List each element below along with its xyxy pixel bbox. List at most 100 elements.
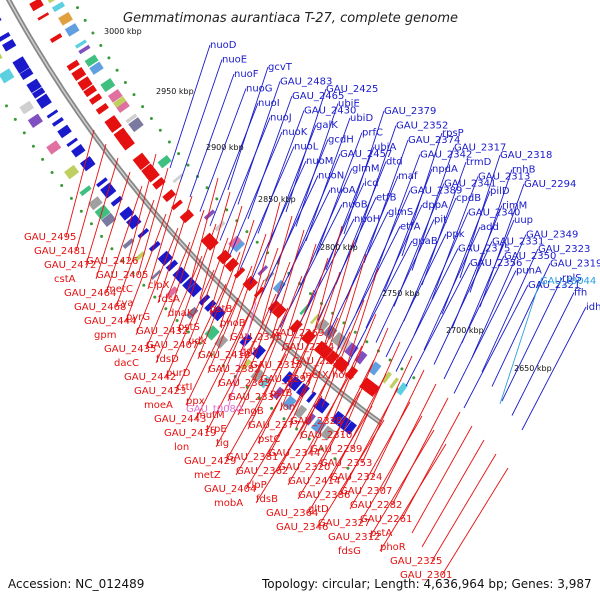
- minus-gene-label: GAU_2443: [154, 414, 206, 425]
- plus-gene-label: trmD: [466, 157, 492, 168]
- plus-cog-feature: [94, 204, 111, 220]
- minus-strand-gene: [365, 382, 380, 397]
- minus-gene-label: GAU_2423: [134, 386, 186, 397]
- plus-strand-gene: [96, 177, 108, 188]
- tick-dot: [99, 44, 103, 47]
- plus-trna-label: GAU_t0044: [540, 276, 596, 287]
- tick-dot: [79, 209, 83, 213]
- plus-gene-label: GAU_2349: [526, 230, 578, 241]
- minus-gene-label: GAU_2307: [340, 486, 392, 497]
- map-title: Gemmatimonas aurantiaca T-27, complete g…: [123, 11, 458, 26]
- label-leader-line: [411, 147, 455, 271]
- minus-strand-gene: [108, 121, 122, 133]
- minus-gene-label: gltD: [308, 504, 329, 515]
- label-leader-line: [323, 239, 355, 348]
- plus-gene-label: ffh: [574, 288, 587, 299]
- tick-dot: [131, 271, 135, 275]
- label-leader-line: [145, 241, 191, 350]
- label-leader-line: [363, 139, 409, 264]
- label-leader-line: [237, 81, 281, 205]
- minus-gene-label: GAU_2297: [260, 374, 312, 385]
- tick-dot: [342, 321, 346, 325]
- tick-dot: [388, 358, 392, 362]
- label-leader-line: [259, 175, 319, 299]
- label-leader-line: [359, 415, 423, 524]
- minus-strand-gene: [179, 209, 195, 224]
- label-leader-line: [165, 269, 215, 378]
- label-leader-line: [341, 327, 389, 436]
- plus-gene-label: ubiA: [374, 142, 396, 153]
- minus-gene-label: GAU_2320: [278, 462, 330, 473]
- minus-cog-feature: [107, 88, 123, 103]
- minus-strand-gene: [49, 33, 63, 43]
- minus-strand-gene: [71, 67, 87, 81]
- kbp-mark-label: 2700 kbp: [446, 326, 484, 335]
- plus-gene-label: nuoG: [246, 84, 273, 95]
- plus-strand-gene: [306, 391, 317, 403]
- minus-gene-label: GAU_2353: [320, 458, 372, 469]
- label-leader-line: [433, 241, 493, 365]
- label-leader-line: [75, 143, 107, 252]
- minus-gene-label: fdsB: [256, 494, 278, 505]
- genome-summary-text: Topology: circular; Length: 4,636,964 bp…: [261, 577, 592, 591]
- minus-gene-label: fdsD: [156, 354, 179, 365]
- plus-strand-gene: [66, 137, 78, 148]
- minus-cog-feature: [368, 361, 382, 376]
- minus-gene-label: metC: [106, 284, 133, 295]
- plus-cog-feature: [310, 418, 327, 435]
- kbp-mark-label: 2750 kbp: [382, 289, 420, 298]
- label-leader-line: [395, 248, 459, 372]
- tick-dot: [107, 56, 111, 60]
- minus-cog-feature: [331, 331, 347, 348]
- label-leader-line: [217, 279, 265, 388]
- plus-gene-label: pilD: [490, 186, 510, 197]
- plus-strand-gene: [14, 60, 30, 74]
- plus-gene-label: ubiE: [338, 99, 360, 110]
- plus-gene-label: GAU_2375: [458, 244, 510, 255]
- minus-strand-gene: [245, 278, 258, 292]
- minus-gene-label: mobA: [214, 498, 243, 509]
- minus-gene-label: GAU_2345: [230, 332, 282, 343]
- minus-cog-feature: [89, 61, 104, 75]
- label-leader-line: [147, 181, 181, 290]
- minus-gene-label: ggt: [240, 346, 257, 357]
- plus-gene-label: nuoF: [234, 69, 259, 80]
- plus-strand-gene: [26, 78, 42, 94]
- plus-strand-gene: [148, 240, 161, 253]
- plus-gene-label: add: [480, 222, 499, 233]
- label-leader-line: [313, 225, 343, 334]
- minus-gene-label: pstC: [258, 434, 280, 445]
- minus-strand-gene: [171, 199, 183, 211]
- label-leader-line: [155, 255, 203, 364]
- minus-gene-label: GAU_2301: [400, 570, 452, 581]
- minus-gene-label: mutM: [196, 410, 225, 421]
- plus-gene-label: GAU_2341: [444, 179, 496, 190]
- plus-cog-feature: [272, 386, 285, 400]
- label-leader-line: [167, 209, 205, 318]
- tick-dot: [225, 208, 229, 212]
- plus-cog-feature: [88, 196, 103, 211]
- minus-gene-label: GAU_2282: [350, 500, 402, 511]
- minus-cog-feature: [272, 279, 286, 294]
- plus-gene-label: nuoB: [342, 200, 368, 211]
- label-leader-line: [279, 204, 343, 328]
- plus-strand-gene: [0, 32, 11, 42]
- plus-strand-gene: [186, 282, 203, 298]
- minus-gene-label: clpX: [148, 280, 170, 291]
- label-leader-line: [197, 251, 241, 360]
- minus-gene-label: GAU_2435: [104, 344, 156, 355]
- label-leader-line: [301, 271, 341, 380]
- tick-dot: [270, 406, 274, 410]
- minus-gene-label: GAU_2316: [250, 360, 302, 371]
- minus-gene-label: crtI: [176, 382, 192, 393]
- label-leader-line: [379, 443, 447, 552]
- plus-cog-feature: [64, 164, 80, 180]
- plus-strand-gene: [0, 17, 2, 21]
- label-leader-line: [135, 227, 179, 336]
- label-leader-line: [205, 325, 263, 434]
- minus-strand-gene: [359, 377, 374, 393]
- label-leader-line: [189, 177, 219, 286]
- tick-dot: [282, 417, 286, 421]
- minus-strand-gene: [335, 358, 350, 374]
- plus-gene-label: GAU_2389: [410, 186, 462, 197]
